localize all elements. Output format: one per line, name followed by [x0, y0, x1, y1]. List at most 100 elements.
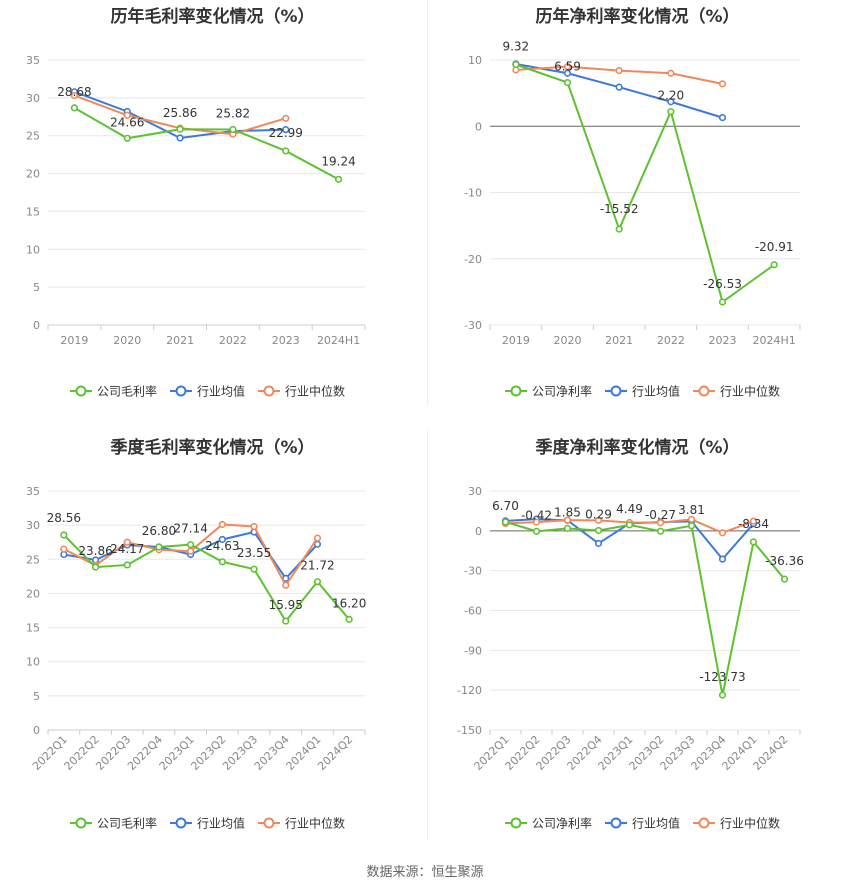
data-point [250, 522, 258, 531]
data-label: -15.52 [600, 202, 639, 216]
legend-marker [75, 385, 87, 397]
data-point [532, 518, 541, 526]
legend-item: 行业中位数 [693, 816, 780, 831]
chart-svg: 051015202530352022Q12022Q22022Q32022Q420… [26, 485, 366, 831]
y-tick-label: 30 [26, 519, 40, 532]
legend-marker [698, 817, 710, 829]
data-point [667, 69, 675, 77]
data-label: 24.66 [110, 115, 144, 129]
legend-label: 行业中位数 [720, 816, 780, 831]
data-point [594, 539, 603, 548]
x-tick-label: 2024H1 [753, 334, 796, 347]
data-label: 15.95 [269, 598, 303, 612]
y-tick-label: -20 [464, 253, 482, 266]
legend-label: 行业均值 [197, 816, 245, 831]
x-tick-label: 2022 [219, 334, 247, 347]
data-label: 2.20 [657, 89, 684, 103]
y-tick-label: 5 [33, 690, 40, 703]
x-tick-label: 2019 [60, 334, 88, 347]
data-label: 22.99 [269, 126, 303, 140]
data-point [563, 63, 572, 71]
data-point [70, 91, 79, 100]
data-label: -20.91 [755, 240, 794, 254]
y-tick-label: 10 [468, 54, 482, 67]
data-point [60, 545, 68, 553]
series-line [73, 106, 340, 181]
data-point [123, 134, 131, 142]
y-tick-label: 25 [26, 553, 40, 566]
data-label: 24.63 [205, 539, 239, 553]
data-point [60, 531, 68, 539]
legend-marker [698, 385, 710, 397]
y-tick-label: -120 [457, 684, 482, 697]
y-tick-label: -30 [464, 319, 482, 332]
legend-marker [175, 817, 187, 829]
data-point [615, 225, 623, 233]
data-label: 9.32 [502, 40, 529, 54]
data-point [780, 575, 789, 583]
x-tick-label: 2021 [166, 334, 194, 347]
data-label: 24.17 [110, 542, 144, 556]
legend-label: 行业中位数 [285, 384, 345, 399]
data-point [218, 558, 226, 566]
data-label: 4.49 [616, 502, 643, 516]
legend-label: 公司毛利率 [97, 816, 157, 831]
data-point [512, 60, 520, 69]
chart-panel-quarterly-net-margin: 季度净利率变化情况（%） -150 -120 -90 -60 -30 0 30 2022Q1 2… [425, 430, 850, 855]
data-label: 26.80 [142, 524, 176, 538]
data-label: 19.24 [321, 154, 355, 168]
legend-marker [175, 385, 187, 397]
chart-title: 历年净利率变化情况（%） [535, 7, 740, 27]
data-label: -8.34 [738, 517, 769, 531]
legend-item: 行业中位数 [693, 384, 780, 399]
y-tick-label: 0 [33, 319, 40, 332]
legend-marker [263, 817, 275, 829]
data-point [563, 524, 572, 532]
x-tick-label: 2024Q2 [751, 733, 791, 773]
data-source-note: 数据来源：恒生聚源 [366, 865, 484, 880]
data-label: 1.85 [554, 505, 581, 519]
data-point [532, 527, 541, 535]
y-tick-label: 0 [475, 120, 482, 133]
y-tick-label: 20 [26, 587, 40, 600]
data-point [656, 527, 665, 535]
y-tick-label: 15 [26, 622, 40, 635]
data-point [250, 565, 258, 573]
legend-item: 行业均值 [170, 816, 245, 831]
legend-marker [610, 385, 622, 397]
series-line [505, 520, 786, 696]
data-label: 21.72 [300, 559, 334, 573]
data-label: 3.81 [678, 503, 705, 517]
data-point [123, 561, 131, 569]
legend-label: 公司净利率 [532, 816, 592, 831]
data-point [218, 520, 226, 529]
data-point [615, 66, 623, 75]
data-point [594, 516, 603, 524]
x-tick-label: 2020 [113, 334, 141, 347]
legend-marker [610, 817, 622, 829]
data-point [667, 108, 675, 116]
data-label: -123.73 [699, 670, 745, 684]
data-point [334, 175, 343, 183]
data-point [718, 691, 727, 699]
legend-marker [510, 817, 522, 829]
y-tick-label: -150 [457, 724, 482, 737]
data-point [625, 521, 634, 529]
y-tick-label: -90 [464, 644, 482, 657]
legend-marker [263, 385, 275, 397]
x-tick-label: 2024Q2 [315, 733, 355, 773]
data-label: 28.56 [47, 511, 81, 525]
data-point [718, 529, 727, 537]
data-point [594, 526, 603, 535]
legend-item: 行业中位数 [258, 816, 345, 831]
data-point [667, 98, 675, 106]
data-point [749, 517, 758, 525]
data-point [91, 563, 100, 571]
legend-label: 行业均值 [197, 384, 245, 399]
data-point [563, 78, 572, 87]
data-point [282, 114, 290, 122]
legend-label: 行业均值 [632, 384, 680, 399]
y-tick-label: 25 [26, 130, 40, 143]
x-tick-label: 2023 [709, 334, 737, 347]
data-label: -0.27 [645, 508, 676, 522]
